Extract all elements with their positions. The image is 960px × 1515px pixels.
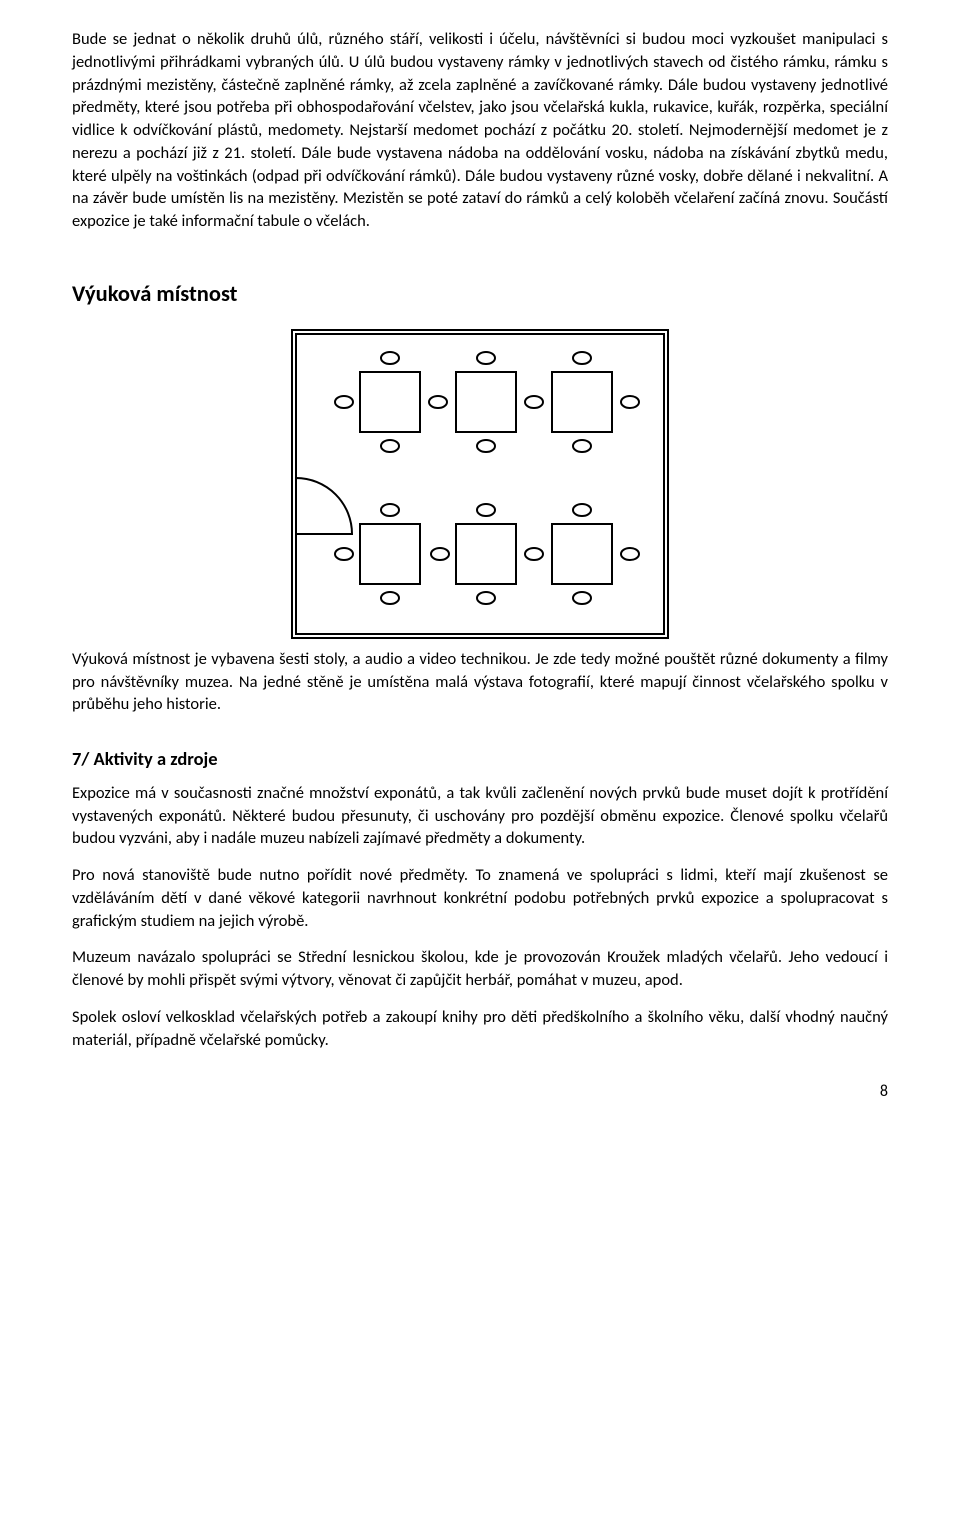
page-number: 8 bbox=[72, 1081, 888, 1103]
paragraph-1: Bude se jednat o několik druhů úlů, různ… bbox=[72, 28, 888, 233]
paragraph-3: Expozice má v současnosti značné množstv… bbox=[72, 782, 888, 850]
heading-7-aktivity: 7/ Aktivity a zdroje bbox=[72, 746, 888, 772]
paragraph-5: Muzeum navázalo spolupráci se Střední le… bbox=[72, 946, 888, 992]
floorplan-diagram bbox=[290, 328, 670, 640]
paragraph-4: Pro nová stanoviště bude nutno pořídit n… bbox=[72, 864, 888, 932]
heading-vyukova-mistnost: Výuková místnost bbox=[72, 279, 888, 310]
floorplan-diagram-wrap bbox=[72, 328, 888, 640]
paragraph-2: Výuková místnost je vybavena šesti stoly… bbox=[72, 648, 888, 716]
paragraph-6: Spolek osloví velkosklad včelařských pot… bbox=[72, 1006, 888, 1052]
